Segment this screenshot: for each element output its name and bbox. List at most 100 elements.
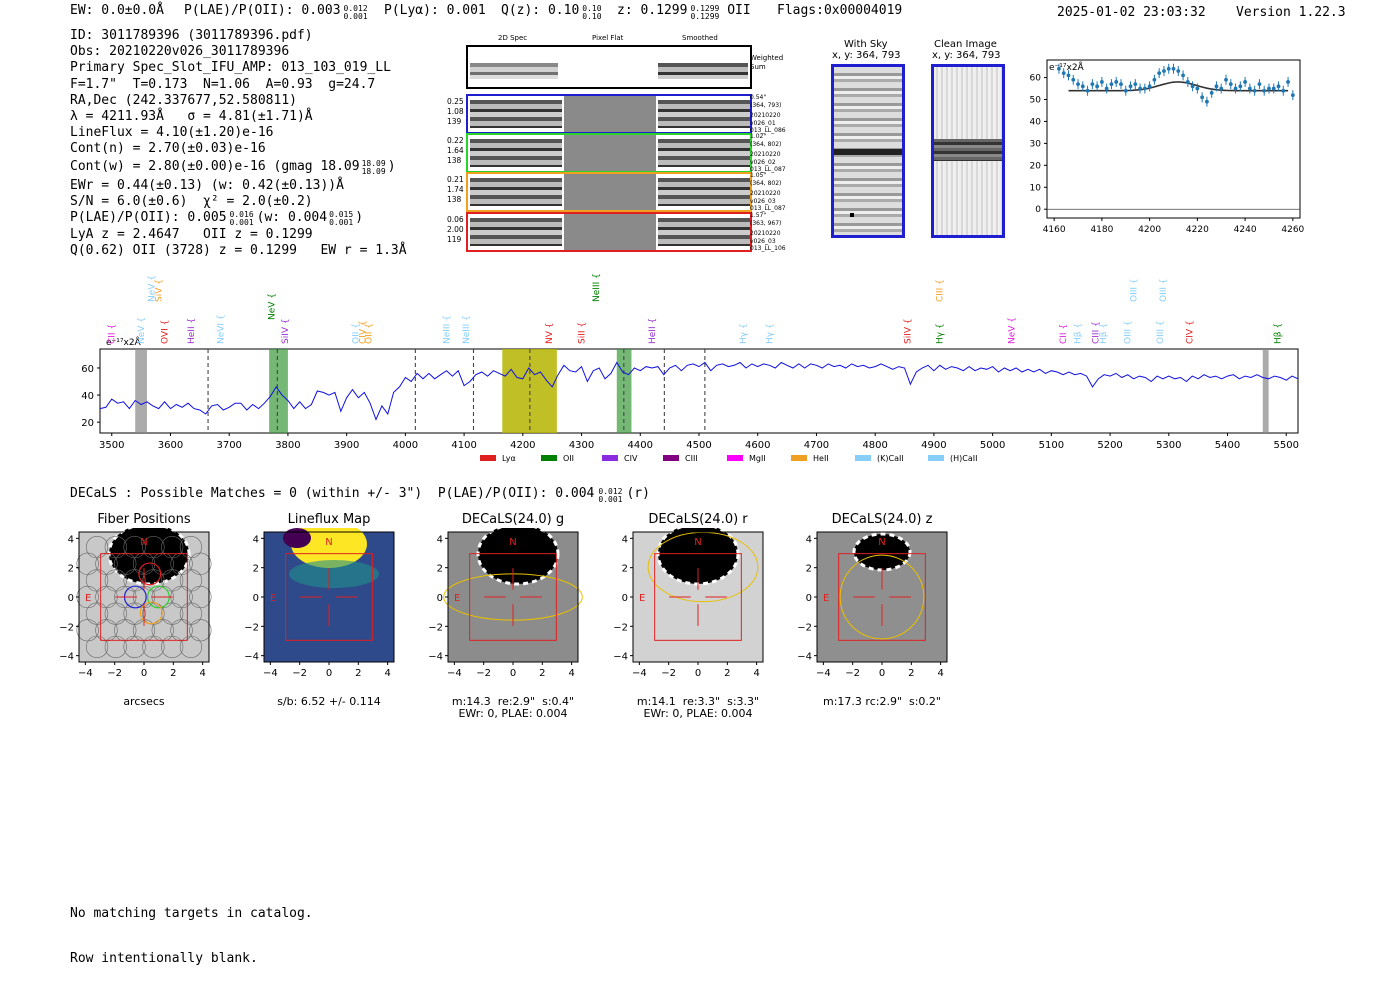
spectrum-xtick-label: 5300 (1156, 440, 1181, 451)
decals-ytick-label: −4 (428, 652, 443, 663)
spectrum-line-marker: NeIII { (462, 315, 472, 344)
cutout-2d (470, 100, 562, 128)
spectrum-xtick-label: 3800 (275, 440, 300, 451)
zoom-ytick-label: 30 (1030, 139, 1041, 149)
spectrum-line-marker: HeII { (187, 318, 197, 344)
zoom-data-point (1104, 86, 1109, 91)
cutout-row-meta: 1.05" (364, 802) 20210220 v026_03 013_LL_087 (750, 172, 786, 213)
header-plya: P(Lyα): 0.001 (384, 3, 486, 18)
decals-xtick-label: 4 (568, 668, 574, 679)
weighted-smoothed (658, 63, 748, 79)
spectrum-line-marker: SiIV { (281, 318, 291, 344)
search-box (654, 553, 742, 641)
cutout-smoothed (658, 218, 750, 246)
cutout-flat (564, 214, 656, 250)
spectrum-xtick-label: 3900 (334, 440, 359, 451)
zoom-data-point (1219, 86, 1224, 91)
info-q: Q(0.62) OII (3728) z = 0.1299 EW r = 1.3… (70, 243, 407, 259)
info-primary: Primary Spec_Slot_IFU_AMP: 013_103_019_L… (70, 60, 391, 76)
col-pixel-flat: Pixel Flat (592, 34, 624, 42)
decals-ytick-label: 0 (253, 593, 259, 604)
decals-ytick-label: 0 (437, 593, 443, 604)
clean-image-trace (934, 139, 1002, 161)
spectrum-legend-swatch (791, 455, 807, 461)
decals-panel-title: DECaLS(24.0) z (831, 512, 933, 527)
zoom-data-point (1176, 69, 1181, 73)
info-lineflux: LineFlux = 4.10(±1.20)e-16 (70, 125, 274, 141)
zoom-data-point (1099, 80, 1104, 84)
cutout-meta: (364, 802) (750, 140, 782, 148)
zoom-data-point (1119, 82, 1123, 87)
zoom-ytick-label: 40 (1030, 117, 1041, 127)
header-datetime: 2025-01-02 23:03:32 (1057, 5, 1206, 20)
decals-ytick-label: −4 (244, 652, 259, 663)
decals-panel-title: Fiber Positions (97, 512, 191, 527)
info-fwhm: F=1.7" T=0.173 N=1.06 A=0.93 g=24.7 (70, 76, 376, 92)
spectrum-xtick-label: 5100 (1039, 440, 1064, 451)
decals-xtick-label: 0 (510, 668, 516, 679)
cutout-meta: 20210220 (750, 151, 781, 158)
cutout-meta: 013_LL_106 (750, 245, 786, 252)
cutout-num: 138 (447, 156, 462, 165)
cutout-meta: 1.02" (750, 133, 767, 140)
footer: No matching targets in catalog. Row inte… (70, 876, 313, 981)
spectrum-unit-label: e⁻¹⁷x2Å (106, 336, 142, 348)
zoom-fit-curve (1068, 81, 1289, 92)
spectrum-legend-label: MgII (749, 454, 766, 463)
cutout-meta: 013_LL_086 (750, 127, 786, 134)
spectrum-line-marker: CIII { (1091, 321, 1101, 344)
zoom-data-point (1157, 71, 1162, 76)
zoom-data-point (1281, 88, 1286, 93)
decals-xtick-label: −4 (78, 668, 93, 679)
north-label: N (509, 537, 516, 548)
decals-ytick-label: −2 (428, 622, 443, 633)
cutout-num: 1.64 (447, 146, 464, 155)
decals-ytick-label: −4 (797, 652, 812, 663)
zoom-data-point (1185, 80, 1190, 84)
search-box (100, 553, 188, 641)
spectrum-line-marker: OII { (351, 323, 361, 344)
spectrum-xtick-label: 4600 (745, 440, 770, 451)
with-sky-dot (850, 213, 854, 217)
spectrum-line-marker: Hβ { (1074, 323, 1084, 344)
decals-xtick-label: 0 (326, 668, 332, 679)
spectrum-line-marker: OIII { (1124, 320, 1134, 344)
with-sky-title: With Sky (844, 39, 888, 50)
spectrum-xtick-label: 5200 (1097, 440, 1122, 451)
zoom-data-point (1090, 82, 1095, 87)
cutout-meta: 20210220 (750, 190, 781, 197)
zoom-data-point (1224, 77, 1228, 82)
cutout-2d (470, 218, 562, 246)
zoom-chart: 0 10 20 30 40 50 60 4160 4180 4200 4220 4240 4260 e⁻¹… (1030, 59, 1305, 235)
zoom-data-point (1290, 93, 1295, 98)
zoom-data-point (1214, 84, 1219, 89)
spectrum-xtick-label: 4500 (686, 440, 711, 451)
decals-panel: N E −4 −4 −2 −2 0 0 2 2 4 4 (428, 528, 583, 679)
spectrum-line-marker: NeIII { (592, 273, 602, 302)
zoom-data-point (1133, 82, 1138, 87)
spectrum-legend-label: Lyα (502, 454, 516, 463)
spectrum-line-marker: NeV { (267, 293, 277, 320)
spectrum-legend-label: (H)CaII (950, 454, 977, 463)
search-box (285, 553, 373, 641)
decals-xtick-label: 4 (753, 668, 759, 679)
decals-ytick-label: −2 (797, 622, 812, 633)
decals-header: DECaLS : Possible Matches = 0 (within +/… (70, 486, 650, 504)
cutout-flat (564, 96, 656, 132)
zoom-data-point (1233, 86, 1238, 91)
spectrum-legend-swatch (602, 455, 618, 461)
lineflux-dark-region (283, 528, 311, 548)
spectrum-line-marker: OII { (364, 323, 374, 344)
info-obs: Obs: 20210220v026_3011789396 (70, 44, 290, 60)
decals-xtick-label: −4 (816, 668, 831, 679)
spectrum-line-marker: CIII { (936, 279, 946, 302)
spectrum-legend-swatch (541, 455, 557, 461)
decals-ytick-label: 0 (68, 593, 74, 604)
cutout-meta: v026_02 (750, 158, 776, 166)
decals-ytick-label: 2 (253, 564, 259, 575)
decals-xtick-label: 2 (355, 668, 361, 679)
cutout-row-box (466, 172, 752, 212)
zoom-data-point (1190, 84, 1195, 89)
decals-ytick-label: −4 (613, 652, 628, 663)
weighted-sum-panel (466, 45, 752, 89)
